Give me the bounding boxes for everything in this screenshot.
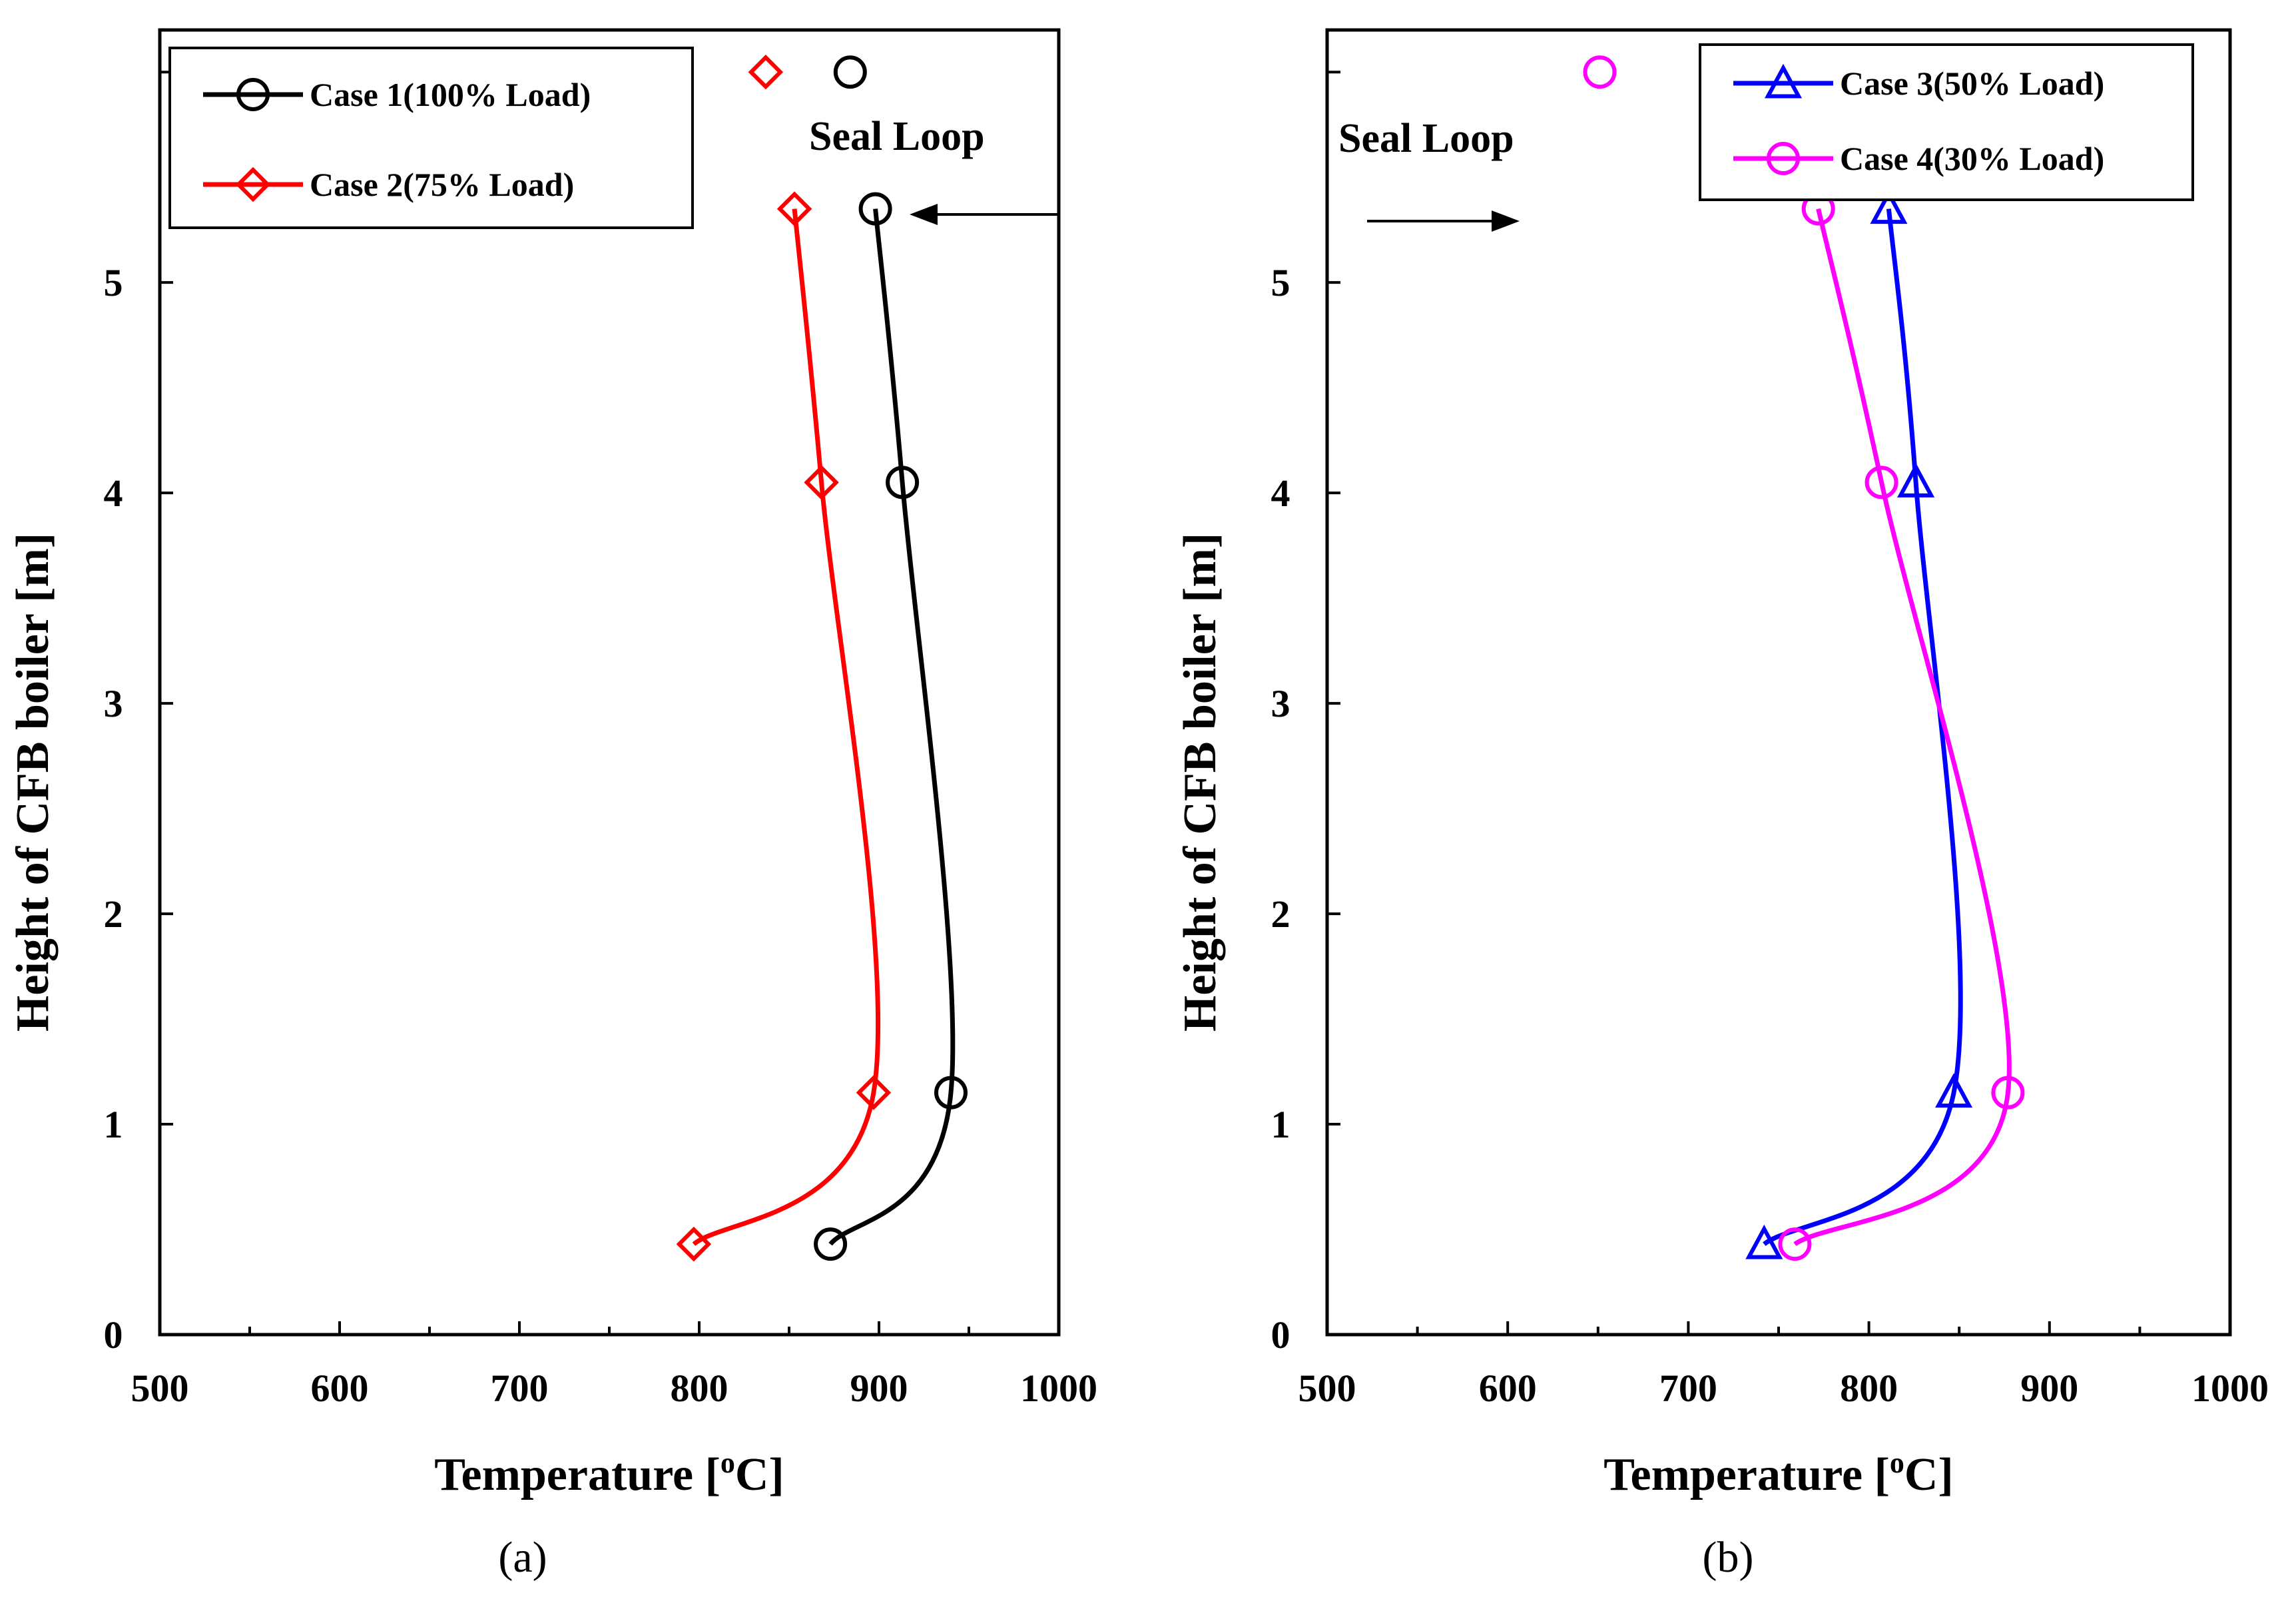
legend-marker xyxy=(235,166,271,202)
data-point xyxy=(776,191,812,226)
y-tick-label: 3 xyxy=(104,682,123,725)
x-tick-label: 700 xyxy=(491,1367,549,1410)
y-tick-label: 1 xyxy=(1271,1103,1291,1146)
chart-panel-b: 500 600 700 800 900 1000 0 1 2 3 4 5 Temperature [oC… xyxy=(1175,28,2269,1582)
arrow-head xyxy=(910,204,938,225)
series-line-1 xyxy=(1763,208,1963,1246)
legend-marker xyxy=(1764,63,1803,99)
series-line-1 xyxy=(828,208,956,1246)
data-point xyxy=(886,466,920,499)
x-tick-label: 1000 xyxy=(2191,1367,2269,1410)
y-tick-label: 1 xyxy=(104,1103,123,1146)
x-tick-label: 800 xyxy=(1840,1367,1898,1410)
legend-label: Case 2(75% Load) xyxy=(310,166,574,203)
data-point xyxy=(1745,1224,1783,1259)
seal-loop-point xyxy=(833,55,867,89)
x-tick-label: 700 xyxy=(1659,1367,1717,1410)
x-tick-label: 600 xyxy=(1479,1367,1537,1410)
series-line-2 xyxy=(692,208,881,1246)
legend-marker xyxy=(236,78,270,111)
x-tick-label: 1000 xyxy=(1020,1367,1097,1410)
x-axis-label: Temperature [oC] xyxy=(434,1447,784,1500)
y-tick-label: 5 xyxy=(1271,261,1291,304)
y-tick-label: 4 xyxy=(104,472,123,515)
y-tick-label: 2 xyxy=(104,892,123,936)
y-tick-label: 5 xyxy=(104,261,123,304)
y-tick-label: 0 xyxy=(1271,1313,1291,1357)
data-point xyxy=(1897,463,1935,497)
y-axis-label: Height of CFB boiler [m] xyxy=(1175,533,1226,1032)
data-point xyxy=(1991,1076,2025,1110)
chart-panel-a: 500 600 700 800 900 1000 0 1 2 3 4 5 Temperature [oC… xyxy=(7,28,1097,1582)
data-point xyxy=(814,1227,848,1261)
x-tick-label: 500 xyxy=(1298,1367,1356,1410)
panel-label: (b) xyxy=(1703,1533,1754,1582)
data-point xyxy=(858,192,892,226)
data-point xyxy=(1935,1073,1973,1108)
data-point xyxy=(1870,189,1908,224)
data-point xyxy=(1865,466,1898,499)
data-point xyxy=(856,1075,892,1110)
y-tick-label: 0 xyxy=(104,1313,123,1357)
x-tick-label: 500 xyxy=(131,1367,189,1410)
series-line-2 xyxy=(1793,208,2012,1247)
data-point xyxy=(804,465,839,500)
legend-marker xyxy=(1767,142,1800,175)
y-tick-label: 3 xyxy=(1271,682,1291,725)
seal-loop-point xyxy=(1583,55,1617,89)
seal-loop-annotation: Seal Loop xyxy=(809,114,985,159)
x-tick-label: 900 xyxy=(850,1367,908,1410)
x-axis-label: Temperature [oC] xyxy=(1603,1447,1954,1500)
x-tick-label: 900 xyxy=(2020,1367,2078,1410)
seal-loop-point xyxy=(748,54,784,90)
legend-label: Case 1(100% Load) xyxy=(310,76,591,113)
panel-label: (a) xyxy=(498,1533,547,1582)
y-tick-label: 2 xyxy=(1271,892,1291,936)
x-tick-label: 800 xyxy=(671,1367,728,1410)
data-point xyxy=(676,1226,712,1262)
plot-frame xyxy=(1325,28,2232,1337)
legend-label: Case 3(50% Load) xyxy=(1840,65,2104,102)
data-point xyxy=(1778,1227,1812,1261)
x-tick-label: 600 xyxy=(311,1367,369,1410)
y-tick-label: 4 xyxy=(1271,472,1291,515)
legend-label: Case 4(30% Load) xyxy=(1840,140,2104,177)
arrow-head xyxy=(1492,210,1520,232)
y-axis-label: Height of CFB boiler [m] xyxy=(7,533,59,1032)
data-point xyxy=(934,1076,968,1110)
seal-loop-annotation: Seal Loop xyxy=(1338,116,1514,161)
